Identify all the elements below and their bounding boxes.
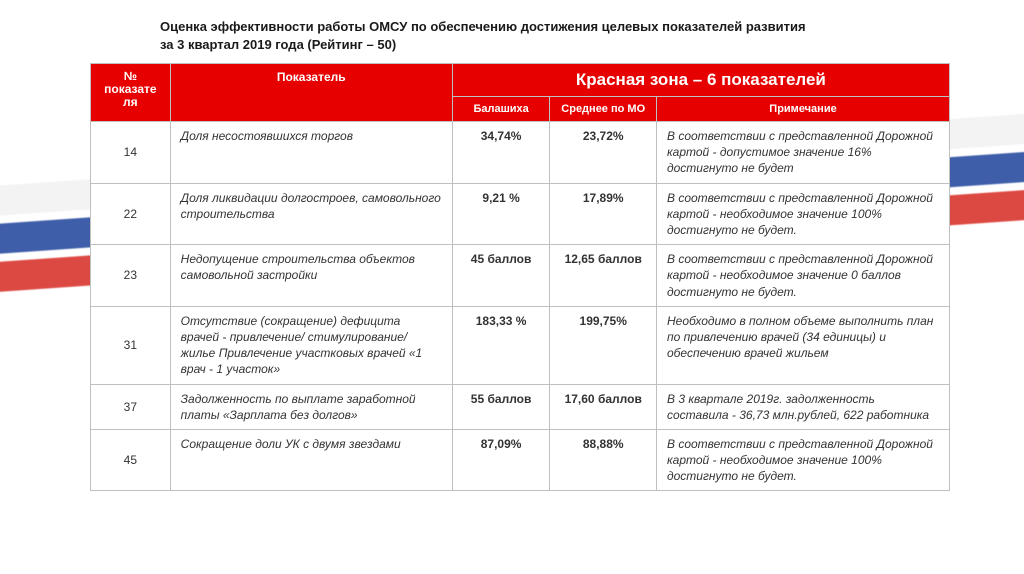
table-row: 45Сокращение доли УК с двумя звездами87,… <box>91 429 950 491</box>
cell-city: 87,09% <box>452 429 550 491</box>
cell-indicator: Доля несостоявшихся торгов <box>170 122 452 184</box>
cell-indicator: Сокращение доли УК с двумя звездами <box>170 429 452 491</box>
cell-note: В соответствии с представленной Дорожной… <box>657 122 950 184</box>
cell-city: 183,33 % <box>452 306 550 384</box>
cell-note: В соответствии с представленной Дорожной… <box>657 183 950 245</box>
table-row: 31Отсутствие (сокращение) дефицита враче… <box>91 306 950 384</box>
cell-number: 31 <box>91 306 171 384</box>
cell-number: 22 <box>91 183 171 245</box>
cell-number: 14 <box>91 122 171 184</box>
table-row: 37Задолженность по выплате заработной пл… <box>91 384 950 429</box>
cell-avg: 17,60 баллов <box>550 384 657 429</box>
cell-note: В 3 квартале 2019г. задолженность состав… <box>657 384 950 429</box>
cell-number: 37 <box>91 384 171 429</box>
col-header-avg: Среднее по МО <box>550 97 657 122</box>
cell-avg: 88,88% <box>550 429 657 491</box>
cell-number: 45 <box>91 429 171 491</box>
cell-avg: 17,89% <box>550 183 657 245</box>
title-line-2: за 3 квартал 2019 года (Рейтинг – 50) <box>160 37 396 52</box>
table-header: № показате ля Показатель Красная зона – … <box>91 64 950 122</box>
cell-indicator: Недопущение строительства объектов самов… <box>170 245 452 307</box>
zone-title: Красная зона – 6 показателей <box>452 64 949 97</box>
cell-indicator: Отсутствие (сокращение) дефицита врачей … <box>170 306 452 384</box>
col-header-indicator: Показатель <box>170 64 452 122</box>
cell-note: Необходимо в полном объеме выполнить пла… <box>657 306 950 384</box>
cell-city: 9,21 % <box>452 183 550 245</box>
cell-number: 23 <box>91 245 171 307</box>
table-row: 22Доля ликвидации долгостроев, самовольн… <box>91 183 950 245</box>
col-header-city: Балашиха <box>452 97 550 122</box>
cell-avg: 199,75% <box>550 306 657 384</box>
cell-avg: 23,72% <box>550 122 657 184</box>
table-body: 14Доля несостоявшихся торгов34,74%23,72%… <box>91 122 950 491</box>
cell-avg: 12,65 баллов <box>550 245 657 307</box>
table-row: 14Доля несостоявшихся торгов34,74%23,72%… <box>91 122 950 184</box>
cell-indicator: Задолженность по выплате заработной плат… <box>170 384 452 429</box>
title-line-1: Оценка эффективности работы ОМСУ по обес… <box>160 19 806 34</box>
col-header-number: № показате ля <box>91 64 171 122</box>
page-title: Оценка эффективности работы ОМСУ по обес… <box>160 18 880 53</box>
table-row: 23Недопущение строительства объектов сам… <box>91 245 950 307</box>
cell-city: 55 баллов <box>452 384 550 429</box>
col-header-note: Примечание <box>657 97 950 122</box>
cell-city: 45 баллов <box>452 245 550 307</box>
cell-note: В соответствии с представленной Дорожной… <box>657 429 950 491</box>
cell-note: В соответствии с представленной Дорожной… <box>657 245 950 307</box>
cell-indicator: Доля ликвидации долгостроев, самовольног… <box>170 183 452 245</box>
indicators-table: № показате ля Показатель Красная зона – … <box>90 63 950 491</box>
cell-city: 34,74% <box>452 122 550 184</box>
